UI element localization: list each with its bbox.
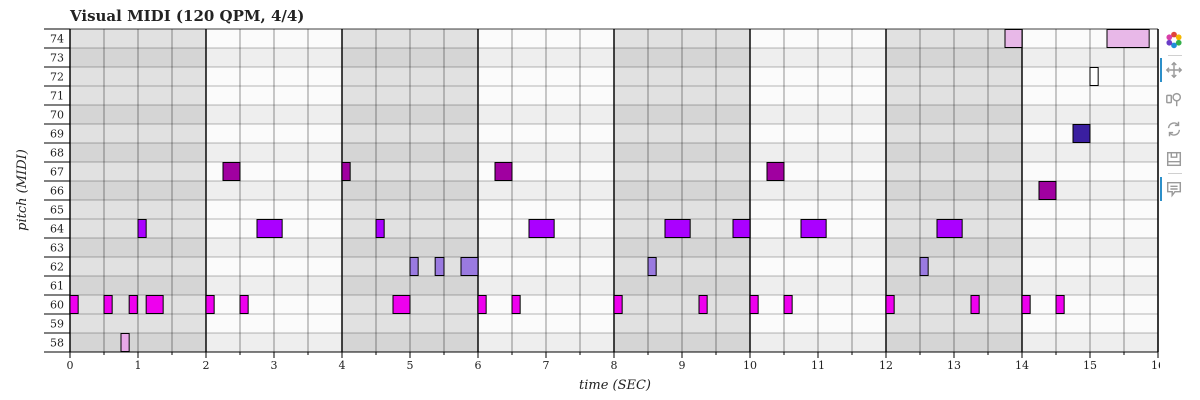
note: [341, 162, 351, 181]
y-tick-label: 66: [50, 185, 64, 198]
note: [1106, 29, 1150, 48]
x-tick-label: 15: [1083, 359, 1097, 372]
y-tick-label: 71: [50, 90, 64, 103]
note: [766, 162, 785, 181]
plot-toolbar: [1160, 28, 1188, 208]
note: [1055, 295, 1065, 314]
note: [664, 219, 691, 238]
bokeh-logo-icon[interactable]: [1162, 28, 1186, 52]
y-tick-label: 64: [50, 223, 64, 236]
piano-roll-chart: Visual MIDI (120 QPM, 4/4) 5859606162636…: [15, 7, 1160, 393]
x-tick-label: 10: [743, 359, 757, 372]
note: [885, 295, 895, 314]
y-tick-label: 72: [50, 71, 64, 84]
note: [409, 257, 419, 276]
box-zoom-icon[interactable]: [1162, 87, 1186, 111]
x-axis-label: time (SEC): [579, 378, 651, 393]
note: [1004, 29, 1023, 48]
x-tick-label: 12: [879, 359, 893, 372]
x-tick-label: 8: [611, 359, 618, 372]
note: [698, 295, 708, 314]
toolbar-divider: [1168, 55, 1182, 56]
note: [494, 162, 513, 181]
note: [919, 257, 929, 276]
y-tick-label: 69: [50, 128, 64, 141]
y-tick-label: 65: [50, 204, 64, 217]
note: [137, 219, 147, 238]
x-tick-label: 13: [947, 359, 961, 372]
y-tick-label: 58: [50, 337, 64, 350]
toolbar-divider: [1168, 173, 1182, 174]
x-tick-labels: 012345678910111213141516: [67, 352, 1160, 372]
x-tick-label: 5: [407, 359, 414, 372]
y-tick-label: 67: [50, 166, 64, 179]
note: [783, 295, 793, 314]
note: [477, 295, 487, 314]
y-tick-label: 61: [50, 280, 64, 293]
y-tick-label: 63: [50, 242, 64, 255]
note: [205, 295, 215, 314]
y-tick-label: 73: [50, 52, 64, 65]
x-tick-label: 0: [67, 359, 74, 372]
note: [528, 219, 555, 238]
y-tick-label: 68: [50, 147, 64, 160]
y-tick-label: 59: [50, 318, 64, 331]
x-tick-label: 6: [475, 359, 482, 372]
note: [1089, 67, 1099, 86]
note: [239, 295, 249, 314]
y-tick-label: 70: [50, 109, 64, 122]
x-tick-label: 7: [543, 359, 550, 372]
note: [511, 295, 521, 314]
y-tick-label: 74: [50, 33, 64, 46]
x-tick-label: 16: [1151, 359, 1160, 372]
note: [103, 295, 113, 314]
note: [375, 219, 385, 238]
note: [256, 219, 283, 238]
note: [1038, 181, 1057, 200]
pan-icon[interactable]: [1160, 58, 1186, 82]
note: [222, 162, 241, 181]
x-tick-label: 11: [811, 359, 825, 372]
note: [800, 219, 827, 238]
hover-icon[interactable]: [1160, 177, 1186, 201]
note: [647, 257, 657, 276]
x-tick-label: 3: [271, 359, 278, 372]
note: [392, 295, 411, 314]
note: [613, 295, 623, 314]
y-tick-labels: 58 59 60 61 62 63 64 65 66 67 68 69 70 71 72 73 74: [44, 28, 70, 353]
x-tick-label: 14: [1015, 359, 1029, 372]
x-tick-label: 4: [339, 359, 346, 372]
note: [1072, 124, 1091, 143]
note: [145, 295, 164, 314]
note: [120, 333, 130, 352]
y-tick-label: 60: [50, 299, 64, 312]
note: [749, 295, 759, 314]
note: [732, 219, 751, 238]
notes-layer: [69, 29, 1150, 352]
note: [970, 295, 980, 314]
note: [69, 295, 79, 314]
note: [460, 257, 479, 276]
y-axis-label: pitch (MIDI): [15, 149, 30, 231]
x-tick-label: 2: [203, 359, 210, 372]
chart-title: Visual MIDI (120 QPM, 4/4): [69, 7, 304, 25]
note: [1021, 295, 1031, 314]
note: [128, 295, 138, 314]
y-tick-label: 62: [50, 261, 64, 274]
note: [434, 257, 445, 276]
x-tick-label: 1: [135, 359, 142, 372]
x-tick-label: 9: [679, 359, 686, 372]
note: [936, 219, 963, 238]
save-icon[interactable]: [1162, 147, 1186, 171]
reset-icon[interactable]: [1162, 117, 1186, 141]
